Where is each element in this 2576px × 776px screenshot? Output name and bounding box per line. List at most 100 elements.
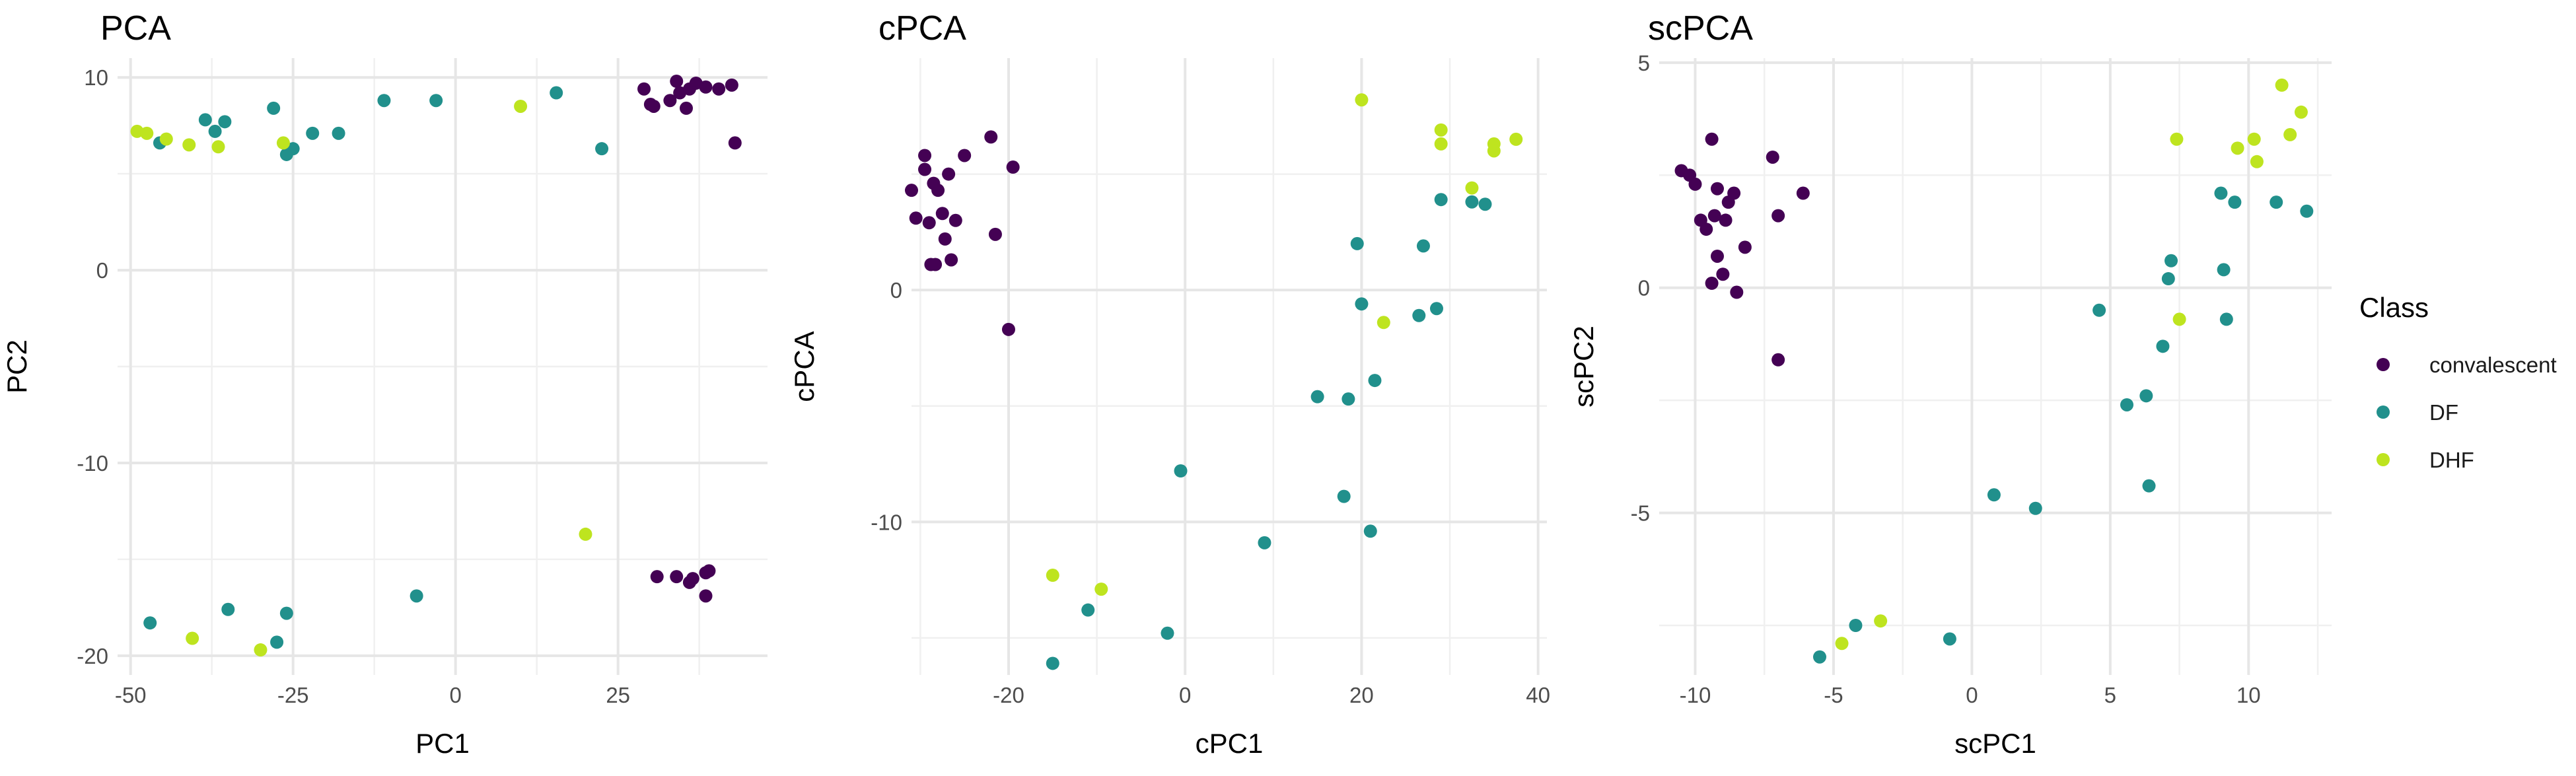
point-convalescent bbox=[929, 258, 943, 271]
point-dhf bbox=[1487, 144, 1501, 158]
x-tick-label: -10 bbox=[1680, 683, 1711, 707]
point-df bbox=[332, 126, 345, 140]
point-df bbox=[267, 101, 281, 115]
point-dhf bbox=[579, 527, 592, 541]
point-convalescent bbox=[918, 149, 932, 162]
point-df bbox=[1355, 297, 1369, 311]
point-convalescent bbox=[702, 564, 716, 578]
point-df bbox=[2219, 312, 2233, 326]
point-df bbox=[595, 142, 609, 156]
x-tick-label: 5 bbox=[2104, 683, 2116, 707]
legend-title: Class bbox=[2359, 292, 2429, 323]
point-df bbox=[1342, 392, 1355, 406]
point-dhf bbox=[1434, 137, 1448, 151]
point-convalescent bbox=[905, 184, 918, 197]
point-df bbox=[198, 113, 212, 127]
point-dhf bbox=[1434, 123, 1448, 137]
point-convalescent bbox=[647, 99, 661, 113]
point-dhf bbox=[276, 136, 290, 150]
x-tick-label: 10 bbox=[2236, 683, 2261, 707]
point-convalescent bbox=[1705, 132, 1719, 146]
point-convalescent bbox=[1710, 182, 1724, 195]
y-tick-label: -5 bbox=[1631, 501, 1650, 526]
y-tick-label: 10 bbox=[84, 65, 108, 90]
point-df bbox=[218, 115, 232, 129]
point-df bbox=[2156, 339, 2170, 353]
point-df bbox=[2300, 204, 2314, 218]
point-dhf bbox=[1835, 637, 1849, 651]
point-convalescent bbox=[938, 232, 952, 246]
point-convalescent bbox=[1688, 177, 1702, 191]
point-convalescent bbox=[935, 207, 949, 221]
point-convalescent bbox=[922, 216, 936, 230]
x-tick-label: -20 bbox=[993, 683, 1024, 707]
point-df bbox=[1258, 536, 1271, 549]
point-convalescent bbox=[725, 78, 738, 92]
point-df bbox=[1478, 197, 1492, 211]
point-dhf bbox=[1874, 614, 1888, 628]
point-dhf bbox=[1465, 181, 1479, 195]
point-df bbox=[1812, 650, 1826, 664]
point-df bbox=[1161, 626, 1174, 640]
point-df bbox=[1046, 656, 1059, 670]
point-df bbox=[2214, 186, 2228, 200]
point-convalescent bbox=[1705, 276, 1719, 290]
y-tick-label: -10 bbox=[77, 451, 108, 476]
point-df bbox=[2228, 195, 2242, 209]
point-convalescent bbox=[637, 82, 651, 96]
point-convalescent bbox=[650, 570, 664, 584]
x-tick-label: 40 bbox=[1526, 683, 1550, 707]
point-convalescent bbox=[1006, 160, 1020, 174]
y-axis-label: PC2 bbox=[1, 339, 32, 394]
point-dhf bbox=[2275, 78, 2289, 92]
point-df bbox=[1363, 524, 1377, 538]
point-convalescent bbox=[1716, 267, 1730, 281]
point-convalescent bbox=[686, 572, 699, 586]
point-dhf bbox=[2294, 105, 2308, 119]
point-df bbox=[2165, 254, 2178, 267]
point-dhf bbox=[1046, 569, 1059, 582]
panel-title: PCA bbox=[100, 9, 171, 48]
point-convalescent bbox=[942, 167, 956, 181]
point-convalescent bbox=[712, 82, 726, 96]
x-axis-label: cPC1 bbox=[1196, 728, 1264, 759]
point-convalescent bbox=[728, 136, 742, 150]
point-dhf bbox=[1094, 582, 1108, 596]
point-dhf bbox=[2250, 155, 2264, 168]
point-dhf bbox=[159, 132, 173, 146]
panel-scpca: -10 -5 0 5 10 -5 0 5 scPCA scPC1 scPC2 bbox=[1568, 9, 2332, 759]
point-df bbox=[1849, 619, 1863, 633]
point-df bbox=[306, 126, 320, 140]
point-convalescent bbox=[663, 94, 677, 108]
point-df bbox=[377, 94, 391, 108]
point-df bbox=[2142, 479, 2156, 493]
y-tick-label: -10 bbox=[871, 510, 902, 534]
point-df bbox=[2270, 195, 2283, 209]
legend-label: DF bbox=[2429, 400, 2458, 425]
point-dhf bbox=[2231, 141, 2244, 155]
point-df bbox=[1429, 302, 1443, 316]
legend: Class convalescent DF DHF bbox=[2359, 292, 2557, 472]
point-df bbox=[1412, 308, 1426, 322]
point-df bbox=[2139, 389, 2153, 403]
point-df bbox=[429, 94, 443, 108]
point-df bbox=[1350, 236, 1364, 250]
point-df bbox=[1081, 603, 1095, 617]
x-tick-label: 0 bbox=[1966, 683, 1978, 707]
point-convalescent bbox=[1796, 186, 1810, 200]
point-convalescent bbox=[670, 75, 684, 88]
point-df bbox=[279, 606, 293, 620]
y-tick-label: -20 bbox=[77, 644, 108, 668]
x-tick-label: 25 bbox=[606, 683, 630, 707]
point-convalescent bbox=[680, 101, 693, 115]
x-axis-label: PC1 bbox=[415, 728, 470, 759]
point-convalescent bbox=[1727, 186, 1741, 200]
point-convalescent bbox=[958, 149, 972, 162]
point-dhf bbox=[514, 99, 528, 113]
y-tick-label: 0 bbox=[96, 258, 108, 283]
point-convalescent bbox=[918, 162, 932, 176]
point-df bbox=[2161, 272, 2175, 286]
point-dhf bbox=[2170, 132, 2184, 146]
